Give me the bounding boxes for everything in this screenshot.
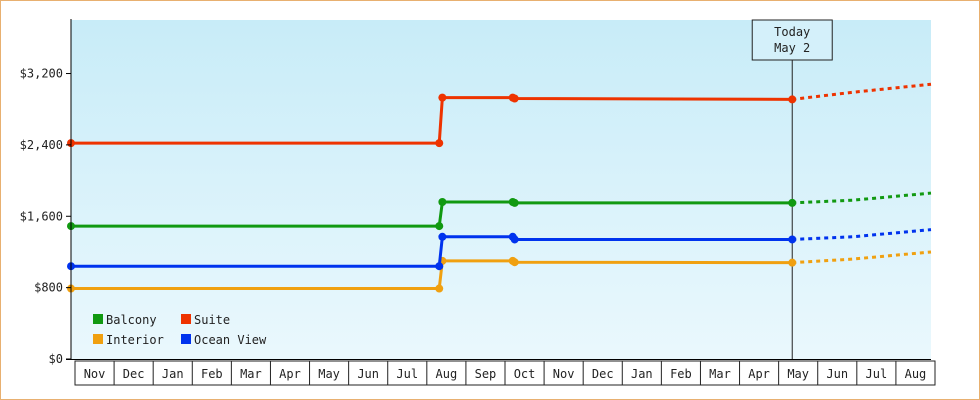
x-tick-label: May: [318, 367, 340, 381]
data-point-balcony: [438, 197, 447, 206]
series-line-ocean-view: [71, 235, 793, 268]
x-tick-label: May: [787, 367, 809, 381]
plot-background: [71, 20, 931, 359]
data-point-interior: [788, 258, 797, 267]
x-tick-label: Dec: [123, 367, 145, 381]
y-tick-label: $1,600: [20, 209, 63, 223]
legend-label-ocean-view: Ocean View: [194, 333, 267, 347]
x-tick-label: Jun: [357, 367, 379, 381]
today-label-box: [751, 19, 833, 61]
data-point-suite: [438, 93, 447, 102]
data-point-suite: [510, 94, 519, 103]
x-tick-label: Sep: [475, 367, 497, 381]
today-label-line1: Today: [774, 25, 810, 39]
x-tick-label: Aug: [436, 367, 458, 381]
x-tick-label: Jun: [826, 367, 848, 381]
legend-swatch-interior: [93, 334, 103, 344]
x-tick-label: Nov: [84, 367, 106, 381]
x-tick-label: Feb: [670, 367, 692, 381]
legend-label-interior: Interior: [106, 333, 164, 347]
x-tick-label: Mar: [709, 367, 731, 381]
series-line-interior: [71, 259, 793, 291]
x-tick-label: Jul: [396, 367, 418, 381]
series-forecast-balcony: [792, 191, 932, 205]
today-label-line2: May 2: [774, 41, 810, 55]
legend: Balcony Suite Interior Ocean View: [93, 313, 267, 347]
y-tick-label: $800: [34, 281, 63, 295]
data-point-ocean-view: [510, 235, 519, 244]
y-tick-label: $2,400: [20, 138, 63, 152]
series-forecast-ocean-view: [792, 228, 932, 241]
series-line-suite: [71, 96, 793, 145]
series-forecast-interior: [792, 250, 932, 265]
x-tick-label: Apr: [279, 367, 301, 381]
y-tick-label: $0: [49, 352, 63, 366]
x-tick-label: Mar: [240, 367, 262, 381]
data-point-balcony: [788, 198, 797, 207]
data-point-balcony: [510, 198, 519, 207]
legend-swatch-ocean-view: [181, 334, 191, 344]
legend-label-balcony: Balcony: [106, 313, 157, 327]
legend-label-suite: Suite: [194, 313, 230, 327]
series-line-balcony: [71, 200, 793, 228]
x-tick-label: Jul: [866, 367, 888, 381]
x-tick-label: Jan: [631, 367, 653, 381]
x-tick-label: Aug: [905, 367, 927, 381]
x-tick-label: Oct: [514, 367, 536, 381]
data-point-ocean-view: [788, 235, 797, 244]
data-point-suite: [435, 139, 444, 148]
data-point-interior: [435, 284, 444, 293]
legend-swatch-suite: [181, 314, 191, 324]
today-marker: Today May 2: [751, 19, 833, 359]
x-tick-label: Dec: [592, 367, 614, 381]
data-point-ocean-view: [435, 262, 444, 271]
data-point-interior: [510, 258, 519, 267]
data-point-balcony: [435, 222, 444, 231]
legend-swatch-balcony: [93, 314, 103, 324]
data-point-suite: [788, 95, 797, 104]
x-tick-label: Apr: [748, 367, 770, 381]
x-tick-label: Feb: [201, 367, 223, 381]
series-forecast-suite: [792, 82, 932, 101]
data-point-ocean-view: [438, 232, 447, 241]
x-tick-label: Nov: [553, 367, 575, 381]
axes: $0 $800 $1,600 $2,400 $3,200 Nov Dec Jan Feb Mar A…: [20, 19, 936, 386]
x-tick-label: Jan: [162, 367, 184, 381]
y-tick-label: $3,200: [20, 67, 63, 81]
